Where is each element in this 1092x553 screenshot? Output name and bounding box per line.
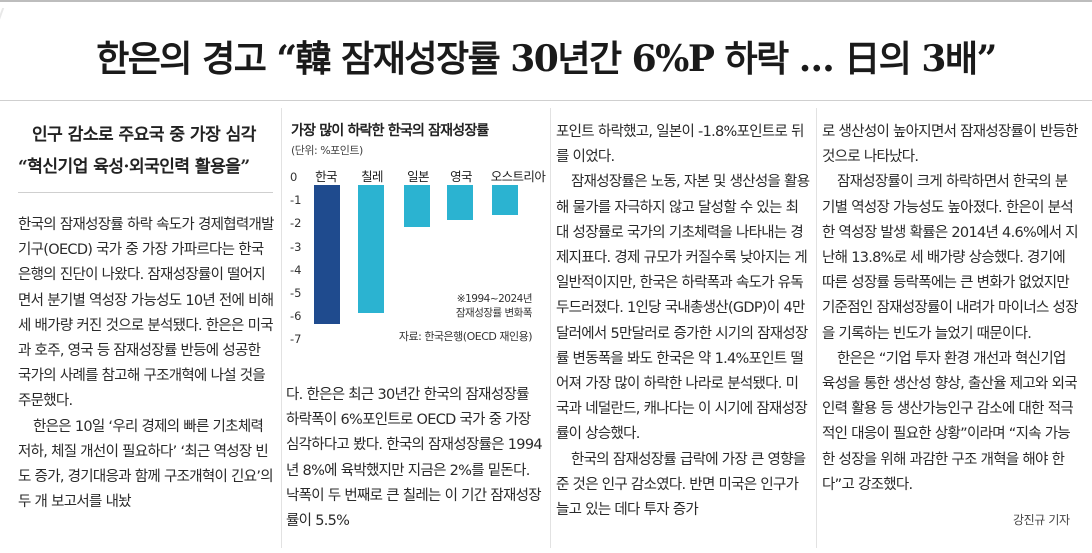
category-label: 일본	[407, 169, 429, 184]
y-tick-label: -2	[290, 216, 302, 231]
chart-source: 자료: 한국은행(OECD 재인용)	[398, 330, 533, 343]
chart-note: ※1994~2024년 잠재성장률 변화폭	[455, 292, 533, 320]
corner-mark	[0, 8, 19, 20]
body-paragraph: 한국의 잠재성장률 하락 속도가 경제협력개발기구(OECD) 국가 중 가장 …	[18, 217, 274, 410]
column-divider	[550, 108, 551, 548]
y-tick-label: -4	[290, 262, 302, 277]
category-label: 오스트리아	[490, 169, 546, 184]
bar-영국	[447, 185, 473, 220]
body-paragraph: 한은은 “기업 투자 환경 개선과 혁신기업 육성을 통한 생산성 향상, 출산…	[822, 350, 1078, 493]
chart-note-period: ※1994~2024년	[456, 293, 533, 305]
byline: 강진규 기자	[1013, 513, 1070, 527]
body-paragraph: 잠재성장률은 노동, 자본 및 생산성을 활용해 물가를 자극하지 않고 달성할…	[556, 174, 810, 443]
bar-일본	[404, 185, 430, 227]
body-column-2: 다. 한은은 최근 30년간 한국의 잠재성장률 하락폭이 6%포인트로 OEC…	[286, 383, 544, 534]
category-label: 영국	[450, 169, 472, 184]
bar-칠레	[358, 185, 384, 313]
chart-title: 가장 많이 하락한 한국의 잠재성장률	[291, 123, 489, 139]
bar-chart: ※1994~2024년 잠재성장률 변화폭 자료: 한국은행(OECD 재인용)…	[286, 160, 546, 360]
bar-한국	[314, 185, 340, 325]
top-rule	[0, 0, 1092, 2]
headline: 한은의 경고 “韓 잠재성장률 30년간 6%P 하락 … 日의 3배”	[96, 38, 997, 80]
body-paragraph: 한은은 10일 ‘우리 경제의 빠른 기초체력 저하, 체질 개선이 필요하다’…	[18, 418, 274, 511]
y-tick-label: -1	[290, 193, 302, 208]
category-label: 한국	[315, 169, 337, 184]
body-column-3: 포인트 하락했고, 일본이 -1.8%포인트로 뒤를 이었다. 잠재성장률은 노…	[556, 120, 810, 523]
bar-오스트리아	[492, 185, 518, 216]
subheadline-2: “혁신기업 육성·외국인력 활용을”	[18, 157, 250, 177]
column-divider	[816, 108, 817, 548]
subheadline-rule	[18, 192, 273, 193]
body-column-4: 로 생산성이 높아지면서 잠재성장률이 반등한 것으로 나타났다. 잠재성장률이…	[822, 120, 1079, 498]
headline-rule	[0, 100, 1092, 101]
chart-note-desc: 잠재성장률 변화폭	[455, 307, 533, 319]
body-column-1: 한국의 잠재성장률 하락 속도가 경제협력개발기구(OECD) 국가 중 가장 …	[18, 213, 276, 515]
y-tick-label: -6	[290, 309, 302, 324]
subheadline-1: 인구 감소로 주요국 중 가장 심각	[32, 125, 256, 145]
y-tick-label: -3	[290, 239, 302, 254]
body-paragraph: 잠재성장률이 크게 하락하면서 한국의 분기별 역성장 가능성도 높아졌다. 한…	[822, 174, 1079, 342]
chart-unit-label: (단위: %포인트)	[291, 144, 363, 157]
body-paragraph: 다. 한은은 최근 30년간 한국의 잠재성장률 하락폭이 6%포인트로 OEC…	[286, 387, 543, 530]
column-divider	[281, 108, 282, 548]
y-tick-label: 0	[290, 170, 298, 184]
category-label: 칠레	[361, 169, 383, 184]
body-paragraph: 한국의 잠재성장률 급락에 가장 큰 영향을 준 것은 인구 감소였다. 반면 …	[556, 451, 806, 519]
y-tick-label: -7	[290, 332, 302, 347]
body-paragraph: 로 생산성이 높아지면서 잠재성장률이 반등한 것으로 나타났다.	[822, 124, 1078, 166]
body-paragraph: 포인트 하락했고, 일본이 -1.8%포인트로 뒤를 이었다.	[556, 124, 804, 166]
y-tick-label: -5	[290, 286, 302, 300]
